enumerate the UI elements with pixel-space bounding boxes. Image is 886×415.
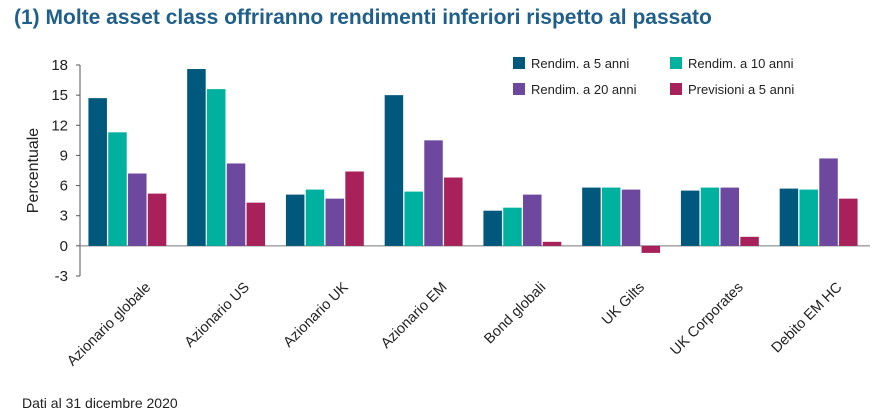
bar xyxy=(819,158,838,246)
legend-swatch xyxy=(670,57,682,69)
bar xyxy=(503,207,522,246)
bar xyxy=(305,189,325,246)
bar xyxy=(88,98,107,246)
bar xyxy=(720,187,740,246)
y-tick-label: 0 xyxy=(60,238,68,255)
x-tick-label: Azionario UK xyxy=(281,279,352,350)
legend: Rendim. a 5 anni Rendim. a 10 anni Rendim.… xyxy=(513,56,794,97)
bar xyxy=(404,191,423,246)
bar xyxy=(108,132,127,246)
x-tick-label: UK Corporates xyxy=(668,280,747,359)
y-tick-label: 3 xyxy=(60,208,68,225)
bar xyxy=(187,69,206,246)
bar xyxy=(325,198,345,246)
footnote: Dati al 31 dicembre 2020 xyxy=(22,395,178,411)
bar xyxy=(700,187,720,246)
x-axis: Azionario globale Azionario US Azionario U… xyxy=(64,245,870,370)
legend-label: Rendim. a 5 anni xyxy=(531,56,629,71)
bar xyxy=(680,190,700,246)
legend-label: Previsioni a 5 anni xyxy=(688,82,794,97)
bar xyxy=(621,189,641,246)
bar xyxy=(206,89,226,246)
y-axis-label: Percentuale xyxy=(25,128,42,213)
bar xyxy=(523,194,542,246)
bar xyxy=(799,189,818,246)
y-tick-label: 9 xyxy=(60,147,68,164)
chart-title: (1) Molte asset class offriranno rendime… xyxy=(14,6,712,29)
x-tick-label: Azionario EM xyxy=(378,280,450,352)
x-tick-label: Azionario globale xyxy=(64,280,154,370)
bar xyxy=(779,188,799,246)
bar xyxy=(839,198,858,246)
y-tick-label: -3 xyxy=(55,268,68,285)
bar xyxy=(444,177,463,246)
y-tick-label: 12 xyxy=(51,117,68,134)
y-tick-label: 18 xyxy=(51,57,68,74)
bar xyxy=(345,171,364,246)
bar xyxy=(246,202,266,246)
bar xyxy=(601,187,621,246)
x-tick-label: Bond globali xyxy=(481,280,549,348)
bar xyxy=(384,95,404,246)
x-tick-label: UK Gilts xyxy=(599,280,648,329)
bar xyxy=(147,193,167,246)
bar xyxy=(128,173,147,246)
bar xyxy=(483,210,502,246)
bar xyxy=(582,187,601,246)
bar xyxy=(226,163,246,246)
bar xyxy=(740,236,759,246)
bar xyxy=(542,241,562,246)
bars-group xyxy=(88,69,858,253)
bar xyxy=(285,194,305,246)
y-axis: -3 0 3 6 9 12 15 18 Percentuale xyxy=(25,57,81,285)
bar xyxy=(641,245,661,253)
legend-swatch xyxy=(513,83,525,95)
y-tick-label: 15 xyxy=(51,87,68,104)
legend-label: Rendim. a 20 anni xyxy=(531,82,637,97)
legend-swatch xyxy=(513,57,525,69)
y-tick-label: 6 xyxy=(60,178,68,195)
bar xyxy=(424,140,443,246)
legend-label: Rendim. a 10 anni xyxy=(688,56,794,71)
legend-swatch xyxy=(670,83,682,95)
x-tick-label: Debito EM HC xyxy=(769,280,846,357)
x-tick-label: Azionario US xyxy=(182,280,253,351)
